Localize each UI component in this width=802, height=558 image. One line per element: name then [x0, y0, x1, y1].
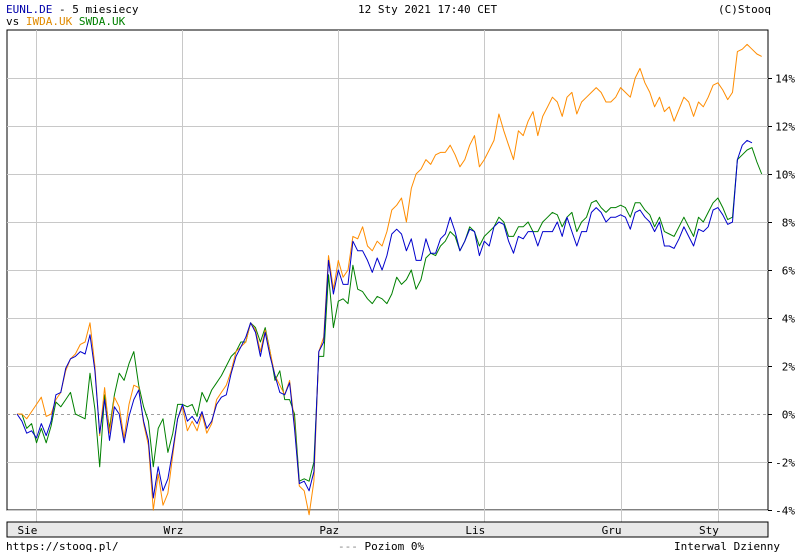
chart-title: EUNL.DE - 5 miesiecy [6, 3, 138, 16]
series-line-iwda-uk [17, 43, 762, 516]
comparison-line: vs IWDA.UK SWDA.UK [6, 15, 125, 28]
x-axis-band [6, 521, 769, 538]
vs-label: vs [6, 15, 26, 28]
interval-label: Interwal Dzienny [674, 540, 780, 553]
y-tick-label: -2% [775, 457, 795, 470]
y-tick-label: 8% [782, 217, 796, 230]
y-tick-label: 10% [775, 169, 795, 182]
x-tick-label: Sty [699, 524, 719, 537]
price-chart: -4% -2% 0% 2% 4% 6% 8% 10% 12% 14% Sie Wrz Paz Lis Gru… [6, 29, 796, 538]
x-tick-label: Wrz [164, 524, 184, 537]
site-url-link[interactable]: https://stooq.pl/ [6, 540, 119, 553]
x-tick-label: Lis [465, 524, 485, 537]
dash-icon: --- [338, 540, 358, 553]
symbol-label[interactable]: EUNL.DE [6, 3, 53, 16]
period-label: - 5 miesiecy [52, 3, 139, 16]
x-tick-label: Paz [319, 524, 339, 537]
y-tick-label: 0% [782, 409, 796, 422]
y-tick-label: 12% [775, 121, 795, 134]
y-tick-label: 2% [782, 361, 796, 374]
zero-level-label: Poziom 0% [357, 540, 425, 553]
compare-symbol-iwda[interactable]: IWDA.UK [25, 15, 73, 28]
series-line-eunl-de [16, 139, 753, 499]
y-tick-label: 4% [782, 313, 796, 326]
y-tick-label: 14% [775, 73, 795, 86]
series-line-swda-uk [17, 147, 763, 482]
x-tick-label: Sie [18, 524, 38, 537]
compare-symbol-swda[interactable]: SWDA.UK [78, 15, 126, 28]
copyright-label: (C)Stooq [718, 3, 771, 16]
x-tick-label: Gru [602, 524, 622, 537]
date-stamp: 12 Sty 2021 17:40 CET [358, 3, 498, 16]
y-tick-label: -4% [775, 505, 795, 518]
zero-level-legend: --- Poziom 0% [338, 540, 424, 553]
y-tick-label: 6% [782, 265, 796, 278]
